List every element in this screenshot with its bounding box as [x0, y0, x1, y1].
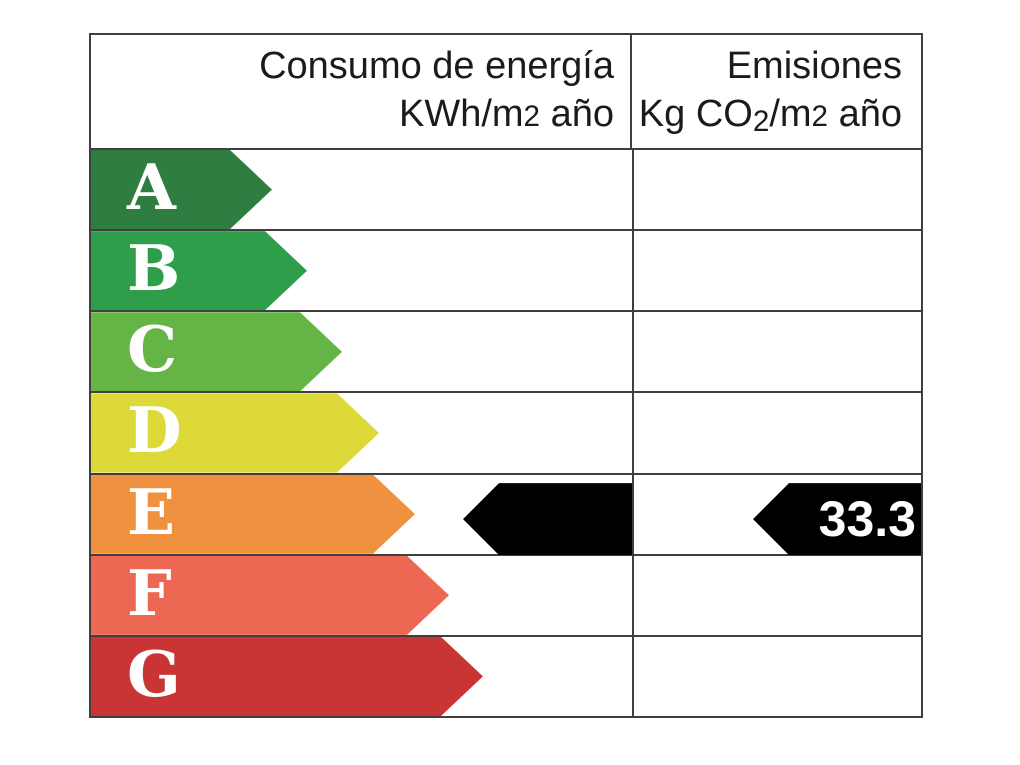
- rating-row-g: G: [91, 636, 921, 716]
- rating-letter: A: [127, 150, 176, 225]
- header-consumption-column: Consumo de energía KWh/m2 año: [91, 35, 632, 148]
- rating-arrow-b: B: [91, 231, 307, 310]
- consumption-header-title: Consumo de energía: [259, 45, 614, 87]
- rating-letter: D: [127, 393, 182, 468]
- rating-row-f: F: [91, 555, 921, 637]
- rating-rows: A B C D: [91, 150, 921, 716]
- rating-arrow-e: E: [91, 475, 415, 554]
- consumption-indicator-arrow: [463, 483, 632, 556]
- rating-arrow-g: G: [91, 637, 483, 716]
- rating-row-d: D: [91, 393, 921, 475]
- emissions-value: 33.3: [818, 491, 916, 548]
- rating-row-c: C: [91, 312, 921, 394]
- rating-row-e: E 33.3: [91, 474, 921, 556]
- rating-row-b: B: [91, 231, 921, 313]
- column-divider: [632, 636, 634, 716]
- emissions-header-title: Emisiones: [726, 45, 902, 87]
- rating-table: Consumo de energía KWh/m2 año Emisiones …: [89, 33, 923, 718]
- rating-arrow-c: C: [91, 312, 342, 391]
- emissions-header-units: Kg CO2/m2 año: [638, 93, 902, 138]
- rating-letter: B: [127, 231, 181, 306]
- column-divider: [632, 150, 634, 230]
- column-divider: [632, 312, 634, 392]
- rating-letter: C: [127, 312, 178, 387]
- consumption-header-units: KWh/m2 año: [398, 93, 614, 135]
- emissions-indicator-arrow: 33.3: [753, 483, 921, 556]
- header-emissions-column: Emisiones Kg CO2/m2 año: [632, 35, 921, 148]
- rating-row-a: A: [91, 150, 921, 232]
- column-divider: [632, 555, 634, 635]
- rating-arrow-d: D: [91, 393, 379, 472]
- column-divider: [632, 474, 634, 554]
- rating-arrow-f: F: [91, 556, 449, 635]
- column-divider: [632, 393, 634, 473]
- rating-letter: G: [127, 636, 181, 711]
- column-divider: [632, 231, 634, 311]
- rating-arrow-a: A: [91, 150, 272, 229]
- rating-letter: F: [127, 555, 172, 630]
- rating-letter: E: [127, 474, 176, 549]
- table-header: Consumo de energía KWh/m2 año Emisiones …: [91, 35, 921, 150]
